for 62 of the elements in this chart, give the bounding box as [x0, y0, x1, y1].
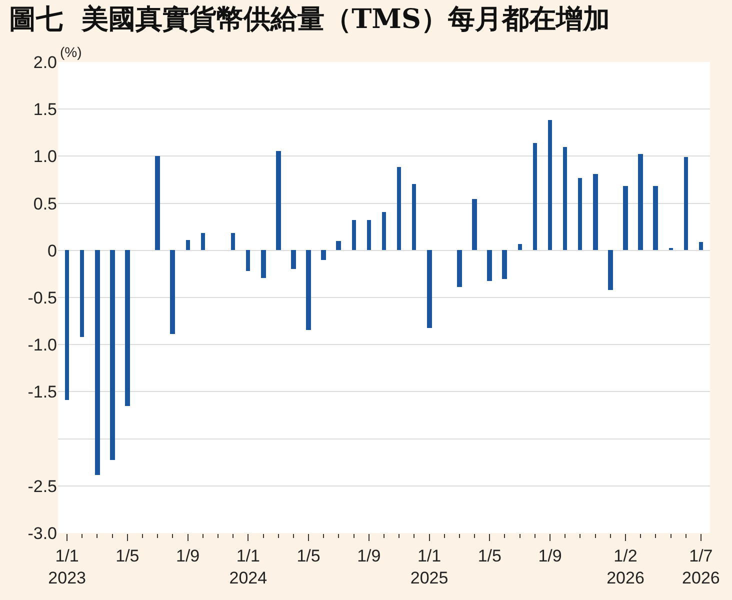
bar	[457, 250, 462, 287]
bar	[352, 220, 356, 250]
x-tick-label: 1/1 2024	[229, 546, 268, 588]
bar	[548, 120, 552, 250]
bar	[563, 147, 567, 250]
bar	[65, 250, 69, 400]
bar	[623, 186, 628, 250]
x-tick-label: 1/5	[116, 546, 140, 566]
x-tick-label: 1/5	[296, 546, 320, 566]
bar	[291, 250, 296, 269]
bar	[412, 184, 416, 250]
bar	[125, 250, 130, 406]
bar	[699, 242, 703, 250]
bar	[518, 244, 522, 250]
y-tick-label: 1.5	[33, 100, 57, 120]
y-tick-label: -2.5	[28, 476, 57, 496]
bar	[578, 178, 582, 250]
bar	[397, 167, 401, 250]
y-tick-label: 0.5	[33, 194, 57, 214]
bar	[95, 250, 100, 475]
bar	[653, 186, 658, 250]
bar	[306, 250, 311, 330]
bar	[593, 174, 598, 250]
bar	[336, 241, 341, 250]
bar	[684, 157, 688, 250]
chart-title: 圖七 美國真實貨幣供給量（TMS）每月都在增加	[8, 4, 610, 35]
x-tick-label: 1/9	[538, 546, 562, 566]
bar	[186, 240, 190, 250]
bar	[231, 233, 235, 250]
bar	[533, 143, 537, 250]
bar	[201, 233, 205, 250]
bar	[608, 250, 613, 290]
bar	[321, 250, 326, 260]
x-tick-label: 1/1 2025	[410, 546, 448, 588]
y-tick-label: -0.5	[28, 288, 57, 308]
y-axis-title: (%)	[60, 44, 82, 60]
bar	[261, 250, 266, 278]
bar	[367, 220, 371, 250]
bar	[638, 154, 643, 250]
y-tick-label: 1.0	[33, 147, 57, 166]
x-tick-label: 1/9	[357, 546, 381, 566]
bar	[110, 250, 115, 460]
bar	[80, 250, 84, 337]
bar	[502, 250, 507, 279]
y-tick-label: -1.0	[28, 336, 57, 355]
bar	[170, 250, 175, 334]
bar	[427, 250, 432, 328]
bar	[382, 212, 386, 250]
x-tick-label: 1/2 2026	[606, 546, 644, 588]
y-tick-label: -3.0	[28, 524, 57, 543]
bar	[487, 250, 492, 281]
x-tick-label: 1/5	[478, 546, 502, 566]
bar	[276, 151, 281, 250]
bar	[155, 156, 160, 250]
bar	[246, 250, 250, 271]
x-tick-label: 1/9	[176, 546, 200, 566]
y-tick-label: -1.5	[28, 382, 57, 402]
x-tick-label: 1/7 2026	[682, 546, 720, 588]
y-tick-label: 2.0	[33, 52, 57, 72]
bar	[472, 199, 477, 250]
x-tick-label: 1/1 2023	[48, 546, 86, 588]
y-tick-label: 0	[48, 241, 57, 260]
